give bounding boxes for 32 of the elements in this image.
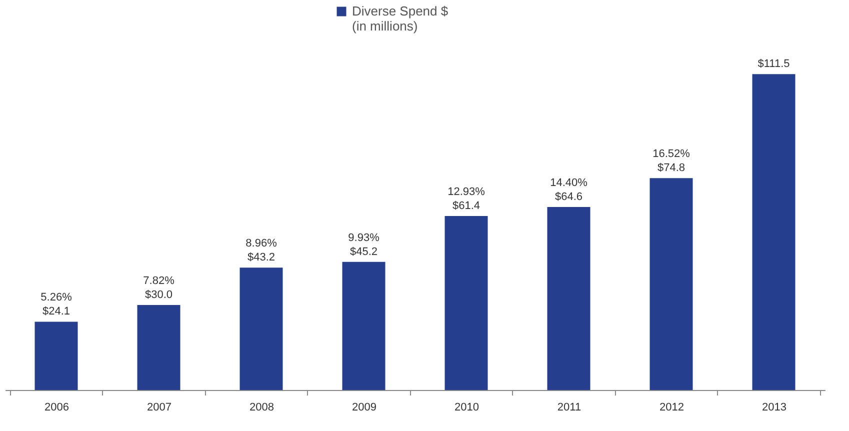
x-tick-label: 2011: [557, 402, 582, 414]
bar: [137, 305, 180, 390]
data-label: $43.2: [247, 252, 276, 264]
x-tick-label: 2006: [44, 402, 69, 414]
x-tick-label: 2007: [147, 402, 172, 414]
data-label: $30.0: [144, 289, 173, 301]
legend-label: Diverse Spend $ (in millions): [352, 4, 449, 34]
data-label: $24.1: [42, 306, 70, 318]
bar: [547, 206, 590, 390]
bar: [650, 178, 693, 390]
bar: [444, 216, 488, 390]
x-tick-label: 2012: [660, 402, 684, 414]
x-tick-label: 2010: [454, 402, 479, 414]
annotation: 12.93%: [448, 186, 486, 198]
x-tick-label: 2013: [762, 402, 786, 414]
annotation: 9.93%: [348, 232, 380, 244]
x-tick-label: 2009: [352, 402, 376, 414]
data-label: $74.8: [657, 162, 686, 174]
data-label: $111.5: [758, 58, 790, 70]
annotation: 16.52%: [652, 148, 690, 160]
bar: [752, 74, 796, 390]
bar: [34, 322, 78, 390]
annotation: 5.26%: [40, 292, 72, 304]
x-tick-label: 2008: [250, 402, 274, 414]
data-label: $61.4: [452, 200, 480, 212]
data-label: $45.2: [350, 246, 378, 258]
annotation: 8.96%: [246, 238, 278, 250]
bar: [240, 268, 283, 390]
annotation: 7.82%: [143, 275, 175, 287]
annotation: 14.40%: [550, 176, 588, 189]
bar: [342, 262, 386, 390]
data-label: $64.6: [554, 190, 583, 203]
